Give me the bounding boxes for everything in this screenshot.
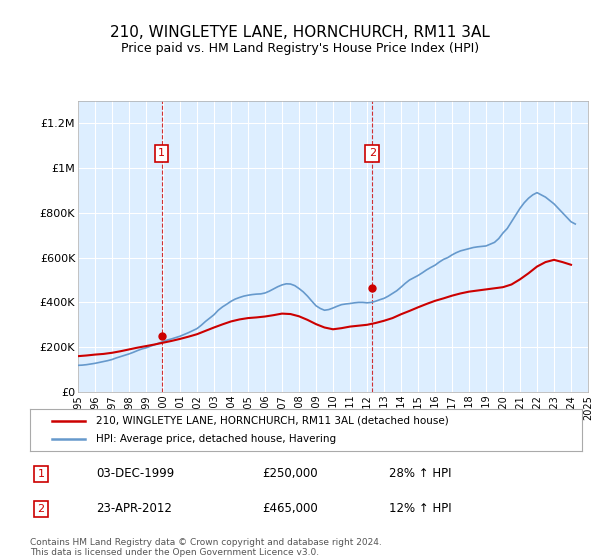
Text: 1: 1 <box>38 469 44 479</box>
Text: 12% ↑ HPI: 12% ↑ HPI <box>389 502 451 515</box>
Text: 28% ↑ HPI: 28% ↑ HPI <box>389 468 451 480</box>
Text: 210, WINGLETYE LANE, HORNCHURCH, RM11 3AL: 210, WINGLETYE LANE, HORNCHURCH, RM11 3A… <box>110 25 490 40</box>
Text: 210, WINGLETYE LANE, HORNCHURCH, RM11 3AL (detached house): 210, WINGLETYE LANE, HORNCHURCH, RM11 3A… <box>96 416 449 426</box>
Text: 2: 2 <box>37 504 44 514</box>
Text: Contains HM Land Registry data © Crown copyright and database right 2024.
This d: Contains HM Land Registry data © Crown c… <box>30 538 382 557</box>
Text: 03-DEC-1999: 03-DEC-1999 <box>96 468 175 480</box>
Text: 2: 2 <box>369 148 376 158</box>
Text: £250,000: £250,000 <box>262 468 317 480</box>
Text: £465,000: £465,000 <box>262 502 317 515</box>
Text: HPI: Average price, detached house, Havering: HPI: Average price, detached house, Have… <box>96 434 337 444</box>
Text: 23-APR-2012: 23-APR-2012 <box>96 502 172 515</box>
Text: 1: 1 <box>158 148 165 158</box>
Text: Price paid vs. HM Land Registry's House Price Index (HPI): Price paid vs. HM Land Registry's House … <box>121 42 479 55</box>
